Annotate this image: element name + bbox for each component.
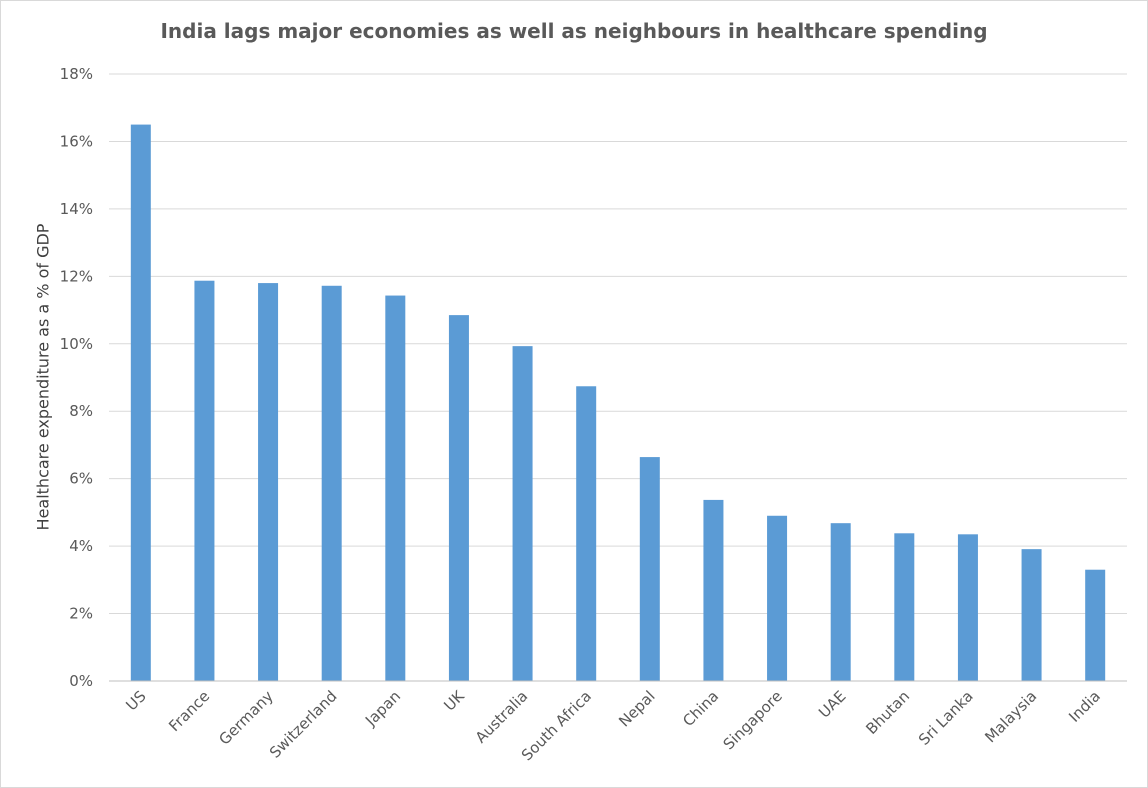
x-tick-label: Nepal: [615, 687, 658, 730]
x-tick-label: Bhutan: [862, 687, 913, 738]
y-tick-label: 4%: [69, 537, 93, 555]
bar-nepal: [639, 457, 660, 681]
y-tick-label: 12%: [60, 267, 93, 285]
y-tick-label: 8%: [69, 402, 93, 420]
x-tick-label: India: [1065, 687, 1104, 726]
y-tick-label: 2%: [69, 605, 93, 623]
bar-us: [130, 124, 151, 682]
y-tick-label: 18%: [60, 65, 93, 83]
bar-france: [194, 280, 215, 681]
bar-china: [703, 499, 724, 681]
bar-sri-lanka: [957, 534, 978, 681]
x-tick-label: UK: [440, 686, 468, 714]
x-tick-label: Malaysia: [981, 687, 1040, 746]
y-tick-label: 6%: [69, 470, 93, 488]
x-tick-label: Germany: [215, 687, 277, 749]
bar-uae: [830, 523, 851, 681]
bar-south-africa: [576, 386, 597, 681]
x-tick-label: Switzerland: [266, 687, 341, 762]
x-tick-label: Singapore: [720, 687, 786, 753]
y-tick-label: 0%: [69, 672, 93, 690]
bar-germany: [258, 283, 279, 681]
bar-australia: [512, 346, 533, 681]
x-tick-label: Sri Lanka: [915, 687, 977, 749]
bar-uk: [448, 315, 469, 681]
x-tick-label: France: [165, 687, 213, 735]
chart-title: India lags major economies as well as ne…: [160, 19, 988, 43]
x-tick-label: US: [122, 687, 149, 714]
x-tick-label: Australia: [472, 687, 532, 747]
y-tick-label: 10%: [60, 335, 93, 353]
bar-bhutan: [894, 533, 915, 681]
x-tick-label: UAE: [815, 687, 849, 721]
y-tick-label: 14%: [60, 200, 93, 218]
y-tick-label: 16%: [60, 132, 93, 150]
bar-malaysia: [1021, 549, 1042, 681]
bar-switzerland: [321, 285, 342, 681]
bar-india: [1085, 569, 1106, 681]
x-tick-label: Japan: [361, 687, 404, 730]
bar-japan: [385, 295, 406, 681]
x-tick-label: China: [679, 687, 722, 730]
bar-singapore: [767, 515, 788, 681]
